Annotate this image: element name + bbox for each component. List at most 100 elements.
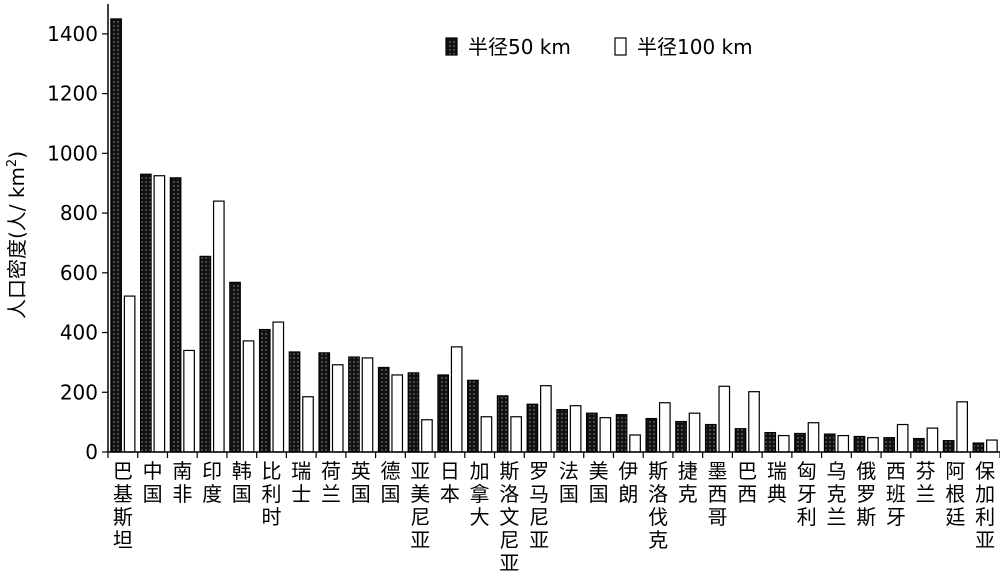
bar-r50-5 (258, 328, 271, 453)
y-tick-label: 1400 (47, 22, 98, 46)
bar-r50-8 (348, 356, 360, 453)
x-category-label: 瑞典 (767, 459, 787, 506)
legend-swatch-r100 (614, 37, 627, 56)
legend-label-r50: 半径50 km (468, 35, 571, 59)
bar-r100-16 (599, 417, 612, 453)
bar-r100-1 (153, 175, 166, 453)
bar-r50-13 (496, 395, 509, 453)
bar-r50-16 (585, 412, 598, 453)
x-category-label: 韩国 (232, 459, 252, 506)
bar-r100-20 (718, 385, 731, 453)
x-category-label: 芬兰 (916, 459, 936, 506)
legend-label-r100: 半径100 km (637, 35, 753, 59)
bar-r50-24 (823, 433, 836, 453)
svg-text:人口密度(人/ km2): 人口密度(人/ km2) (5, 151, 29, 319)
x-category-label: 日本 (440, 459, 460, 506)
x-category-label: 匈牙利 (797, 459, 817, 529)
y-axis-title-main: 人口密度(人/ km (5, 167, 29, 319)
bar-r50-17 (615, 414, 628, 453)
x-category-label: 美国 (589, 459, 609, 506)
x-category-label: 斯洛伐克 (648, 459, 668, 552)
bar-r50-25 (853, 435, 866, 453)
bar-r50-21 (734, 428, 747, 453)
x-category-label: 英国 (351, 459, 371, 506)
x-category-label: 中国 (143, 459, 163, 506)
x-category-label: 瑞士 (291, 459, 311, 506)
x-category-label: 捷克 (678, 459, 698, 506)
x-category-label: 伊朗 (618, 459, 638, 506)
bar-r50-27 (913, 437, 925, 453)
y-axis-title: 人口密度(人/ km2) (5, 151, 29, 319)
bar-r50-28 (942, 440, 955, 453)
x-category-label: 墨西哥 (708, 459, 728, 529)
bar-r50-29 (972, 442, 985, 453)
bar-r50-3 (199, 255, 212, 453)
bar-r100-0 (123, 295, 136, 453)
bar-r50-11 (437, 374, 450, 453)
x-category-label: 巴西 (737, 459, 757, 506)
bar-r100-6 (302, 396, 314, 453)
x-category-label: 德国 (380, 459, 400, 506)
legend-swatch-r50 (445, 37, 458, 56)
x-category-label: 罗马尼亚 (529, 459, 549, 552)
bar-r100-21 (748, 391, 760, 453)
x-axis-labels: 巴基斯坦中国南非印度韩国比利时瑞士荷兰英国德国亚美尼亚日本加拿大斯洛文尼亚罗马尼… (113, 459, 995, 575)
bar-r50-2 (169, 177, 182, 453)
bar-r100-8 (361, 357, 374, 453)
legend: 半径50 km 半径100 km (445, 35, 753, 59)
bar-r100-2 (183, 349, 195, 453)
bar-r100-3 (212, 200, 225, 453)
x-category-label: 南非 (172, 459, 192, 506)
bar-r100-11 (450, 346, 463, 453)
bar-r100-19 (688, 412, 701, 453)
y-tick-label: 1000 (47, 141, 98, 165)
bar-r50-7 (318, 352, 331, 453)
x-category-label: 加拿大 (470, 459, 490, 529)
bar-r100-14 (540, 385, 552, 453)
y-tick-label: 1200 (47, 82, 98, 106)
y-axis-title-end: ) (5, 151, 29, 159)
bar-r100-17 (629, 434, 641, 453)
bar-r50-4 (229, 281, 241, 453)
bar-r100-13 (510, 416, 522, 453)
bar-r100-23 (807, 422, 820, 453)
x-category-label: 印度 (202, 459, 222, 506)
bar-r50-14 (526, 403, 539, 453)
x-category-label: 亚美尼亚 (410, 459, 430, 552)
bar-r50-22 (764, 431, 777, 453)
bar-r50-19 (675, 420, 687, 453)
x-category-label: 俄罗斯 (856, 459, 876, 529)
bar-r50-15 (556, 408, 568, 453)
bar-r50-23 (794, 432, 806, 453)
bar-r100-5 (272, 321, 285, 453)
axes (107, 4, 1000, 458)
x-category-label: 西班牙 (886, 459, 906, 529)
bar-r100-7 (331, 364, 344, 453)
bar-r50-10 (407, 372, 420, 453)
bar-r100-26 (896, 423, 909, 453)
y-tick-label: 600 (60, 261, 98, 285)
bar-r100-9 (391, 374, 404, 453)
y-axis-title-sup: 2 (5, 159, 20, 167)
x-category-label: 比利时 (262, 459, 282, 529)
bar-r100-24 (837, 434, 850, 453)
y-tick-label: 0 (85, 440, 98, 464)
bar-r50-0 (110, 18, 122, 453)
bar-r100-22 (777, 434, 790, 453)
x-category-label: 法国 (559, 459, 579, 506)
bar-r50-26 (883, 437, 896, 453)
bar-r100-18 (658, 402, 671, 453)
bar-r50-20 (704, 423, 717, 453)
bars (110, 18, 998, 453)
x-category-label: 保加利亚 (975, 459, 995, 552)
x-category-label: 巴基斯坦 (113, 459, 133, 552)
bar-r100-25 (867, 437, 879, 453)
bar-r50-1 (140, 173, 152, 453)
bar-r100-12 (480, 416, 493, 453)
y-tick-label: 800 (60, 201, 98, 225)
bar-r100-4 (242, 340, 255, 453)
bar-r50-18 (645, 417, 658, 453)
y-axis-ticks: 0 200 400 600 800 1000 1200 1400 (47, 22, 108, 464)
bar-r50-9 (377, 366, 390, 453)
